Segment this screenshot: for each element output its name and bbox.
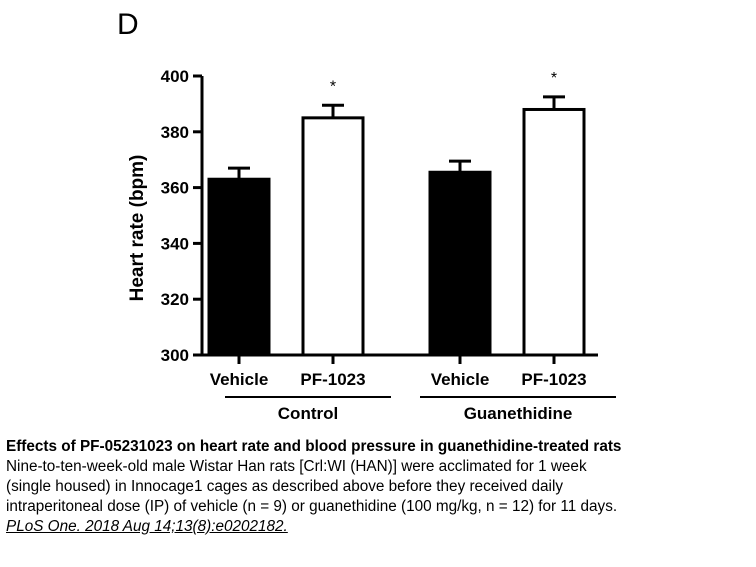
bar-2 (301, 116, 365, 357)
caption-line-3: intraperitoneal dose (IP) of vehicle (n … (6, 498, 618, 515)
panel-label: D (117, 8, 139, 41)
y-tick-label: 340 (161, 234, 189, 253)
category-label: Vehicle (431, 370, 490, 389)
category-label: PF-1023 (521, 370, 586, 389)
category-label: PF-1023 (300, 370, 365, 389)
bar-1 (207, 177, 271, 357)
significance-marker: * (551, 70, 557, 87)
group-label: Guanethidine (464, 404, 573, 423)
figure-caption: Effects of PF-05231023 on heart rate and… (6, 437, 754, 537)
y-tick-label: 300 (161, 346, 189, 365)
caption-line-2: (single housed) in Innocage1 cages as de… (6, 478, 563, 495)
group-label: Control (278, 404, 338, 423)
category-label: Vehicle (210, 370, 269, 389)
y-tick-label: 360 (161, 179, 189, 198)
caption-line-1: Nine-to-ten-week-old male Wistar Han rat… (6, 458, 587, 475)
caption-title: Effects of PF-05231023 on heart rate and… (6, 438, 622, 455)
significance-marker: * (330, 78, 336, 95)
y-axis-label: Heart rate (bpm) (127, 155, 148, 302)
y-tick-label: 400 (161, 67, 189, 86)
plot-area: 300 320 340 360 380 400 * * Vehicle PF-1023 Vehicl… (161, 67, 616, 423)
heart-rate-bar-chart: D Heart rate (bpm) 300 320 340 360 380 400 * * V… (117, 8, 616, 423)
bar-3 (428, 170, 492, 357)
y-tick-label: 320 (161, 290, 189, 309)
bar-4 (522, 107, 586, 357)
y-tick-label: 380 (161, 123, 189, 142)
caption-citation-link[interactable]: PLoS One. 2018 Aug 14;13(8):e0202182. (6, 518, 288, 535)
